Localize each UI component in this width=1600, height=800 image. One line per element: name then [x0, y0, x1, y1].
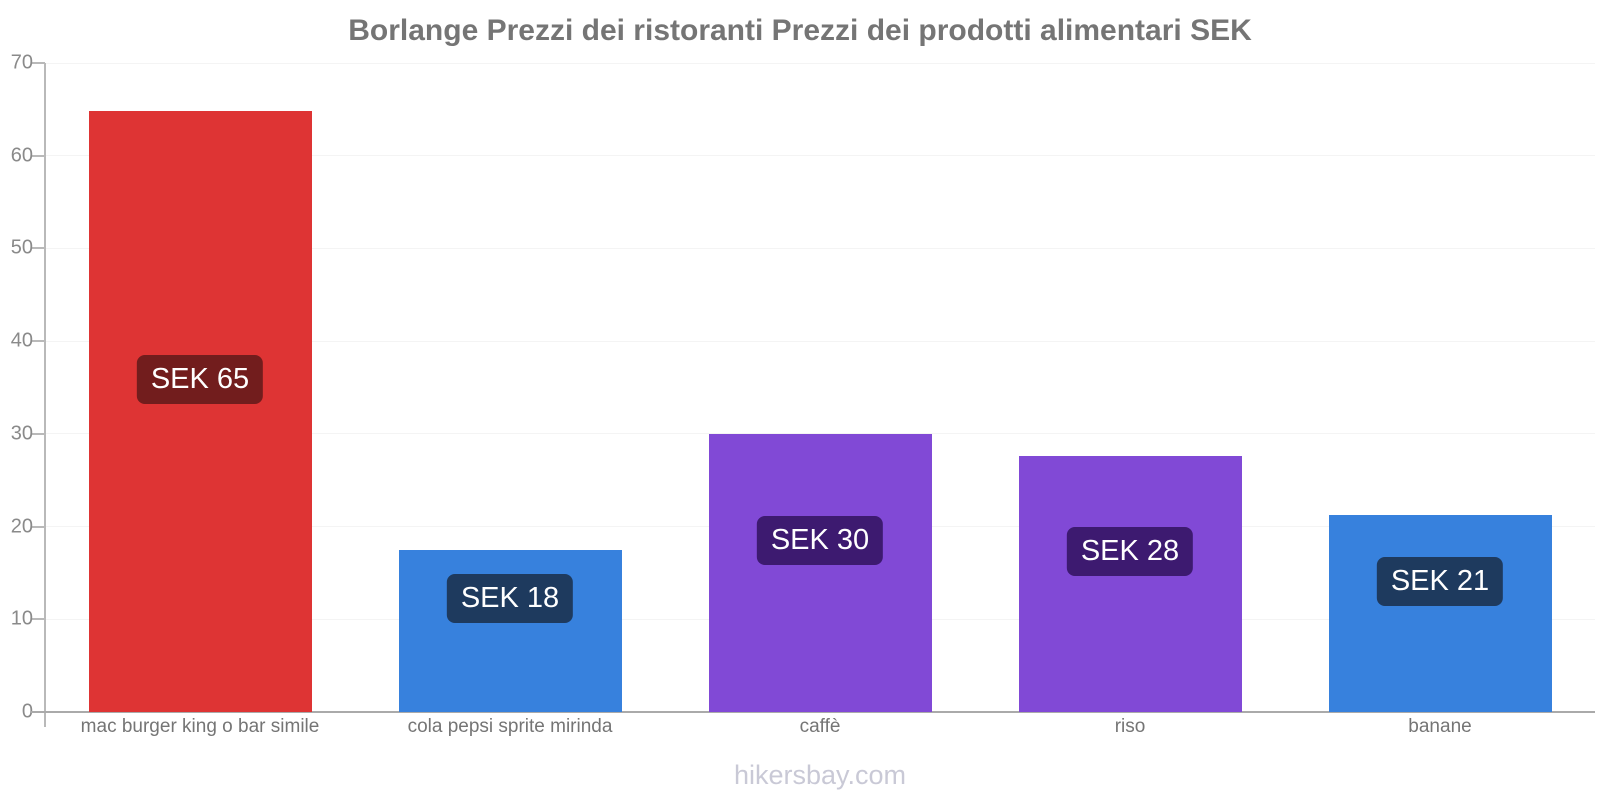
y-gridline — [45, 433, 1595, 435]
bar-value-label: SEK 30 — [756, 516, 884, 565]
bar-banane: SEK 21 — [1328, 515, 1552, 712]
bar-caffè: SEK 30 — [708, 434, 932, 712]
y-axis-tick — [31, 525, 45, 528]
y-axis-tick — [31, 618, 45, 621]
y-axis-tick — [31, 432, 45, 435]
y-axis-tick — [31, 154, 45, 157]
y-gridline — [45, 340, 1595, 342]
y-axis-tick-label: 40 — [10, 329, 33, 352]
y-axis-tick-label: 60 — [10, 144, 33, 167]
chart-title: Borlange Prezzi dei ristoranti Prezzi de… — [348, 14, 1252, 47]
bar-mac-burger-king-o-bar-simile: SEK 65 — [88, 111, 312, 712]
x-axis-category-label: riso — [1114, 716, 1146, 737]
bar-riso: SEK 28 — [1018, 456, 1242, 712]
bar-value-label: SEK 21 — [1376, 556, 1504, 606]
y-axis-tick-label: 10 — [10, 607, 33, 630]
y-axis-tick-label: 70 — [10, 51, 33, 74]
y-axis-tick-label: 0 — [21, 700, 33, 723]
x-axis-category-label: cola pepsi sprite mirinda — [407, 716, 613, 737]
x-axis-category-label: caffè — [799, 716, 841, 737]
bar-value-label: SEK 28 — [1066, 527, 1194, 576]
y-axis-tick-label: 30 — [10, 422, 33, 445]
bar-value-label: SEK 65 — [136, 354, 264, 404]
y-axis-tick — [31, 247, 45, 250]
y-axis-tick — [31, 62, 45, 64]
y-axis-tick-label: 50 — [10, 236, 33, 259]
x-axis-category-label: mac burger king o bar simile — [80, 716, 320, 737]
y-gridline — [45, 247, 1595, 249]
bar-cola-pepsi-sprite-mirinda: SEK 18 — [398, 550, 622, 712]
y-gridline — [45, 155, 1595, 157]
y-gridline — [45, 62, 1595, 64]
bar-value-label: SEK 18 — [446, 574, 574, 623]
y-axis-tick — [31, 340, 45, 343]
x-axis-line — [31, 711, 1595, 713]
footer-watermark: hikersbay.com — [733, 760, 907, 790]
x-axis-category-label: banane — [1408, 716, 1472, 737]
y-axis-tick-label: 20 — [10, 515, 33, 538]
y-axis-line — [44, 63, 46, 727]
